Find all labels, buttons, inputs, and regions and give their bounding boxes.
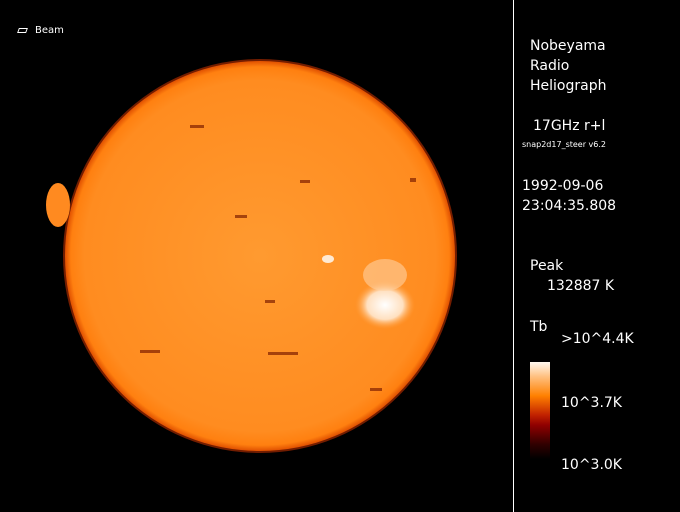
sun-disk <box>65 61 455 451</box>
bright-spot <box>322 255 334 263</box>
active-region-plage <box>363 259 407 291</box>
date: 1992-09-06 <box>522 178 604 194</box>
divider <box>513 0 514 512</box>
solar-disk-image <box>46 59 457 453</box>
title-line-2: Radio <box>530 58 570 74</box>
software-version: snap2d17_steer v6.2 <box>522 140 607 149</box>
beam-icon <box>17 28 28 33</box>
time: 23:04:35.808 <box>522 198 617 214</box>
dark-features <box>140 125 416 391</box>
colorbar <box>530 362 550 459</box>
colorbar-label: Tb <box>530 319 548 335</box>
beam-label: Beam <box>35 25 64 36</box>
colorbar-mid-label: 10^3.7K <box>561 395 622 411</box>
active-region <box>355 281 415 329</box>
limb-prominence <box>46 183 70 227</box>
title-line-1: Nobeyama <box>530 38 606 54</box>
colorbar-bottom-label: 10^3.0K <box>561 457 622 473</box>
peak-label: Peak <box>530 258 564 274</box>
frequency: 17GHz r+l <box>533 118 606 134</box>
title-line-3: Heliograph <box>530 78 607 94</box>
peak-value: 132887 K <box>547 278 615 294</box>
colorbar-top-label: >10^4.4K <box>561 331 634 347</box>
